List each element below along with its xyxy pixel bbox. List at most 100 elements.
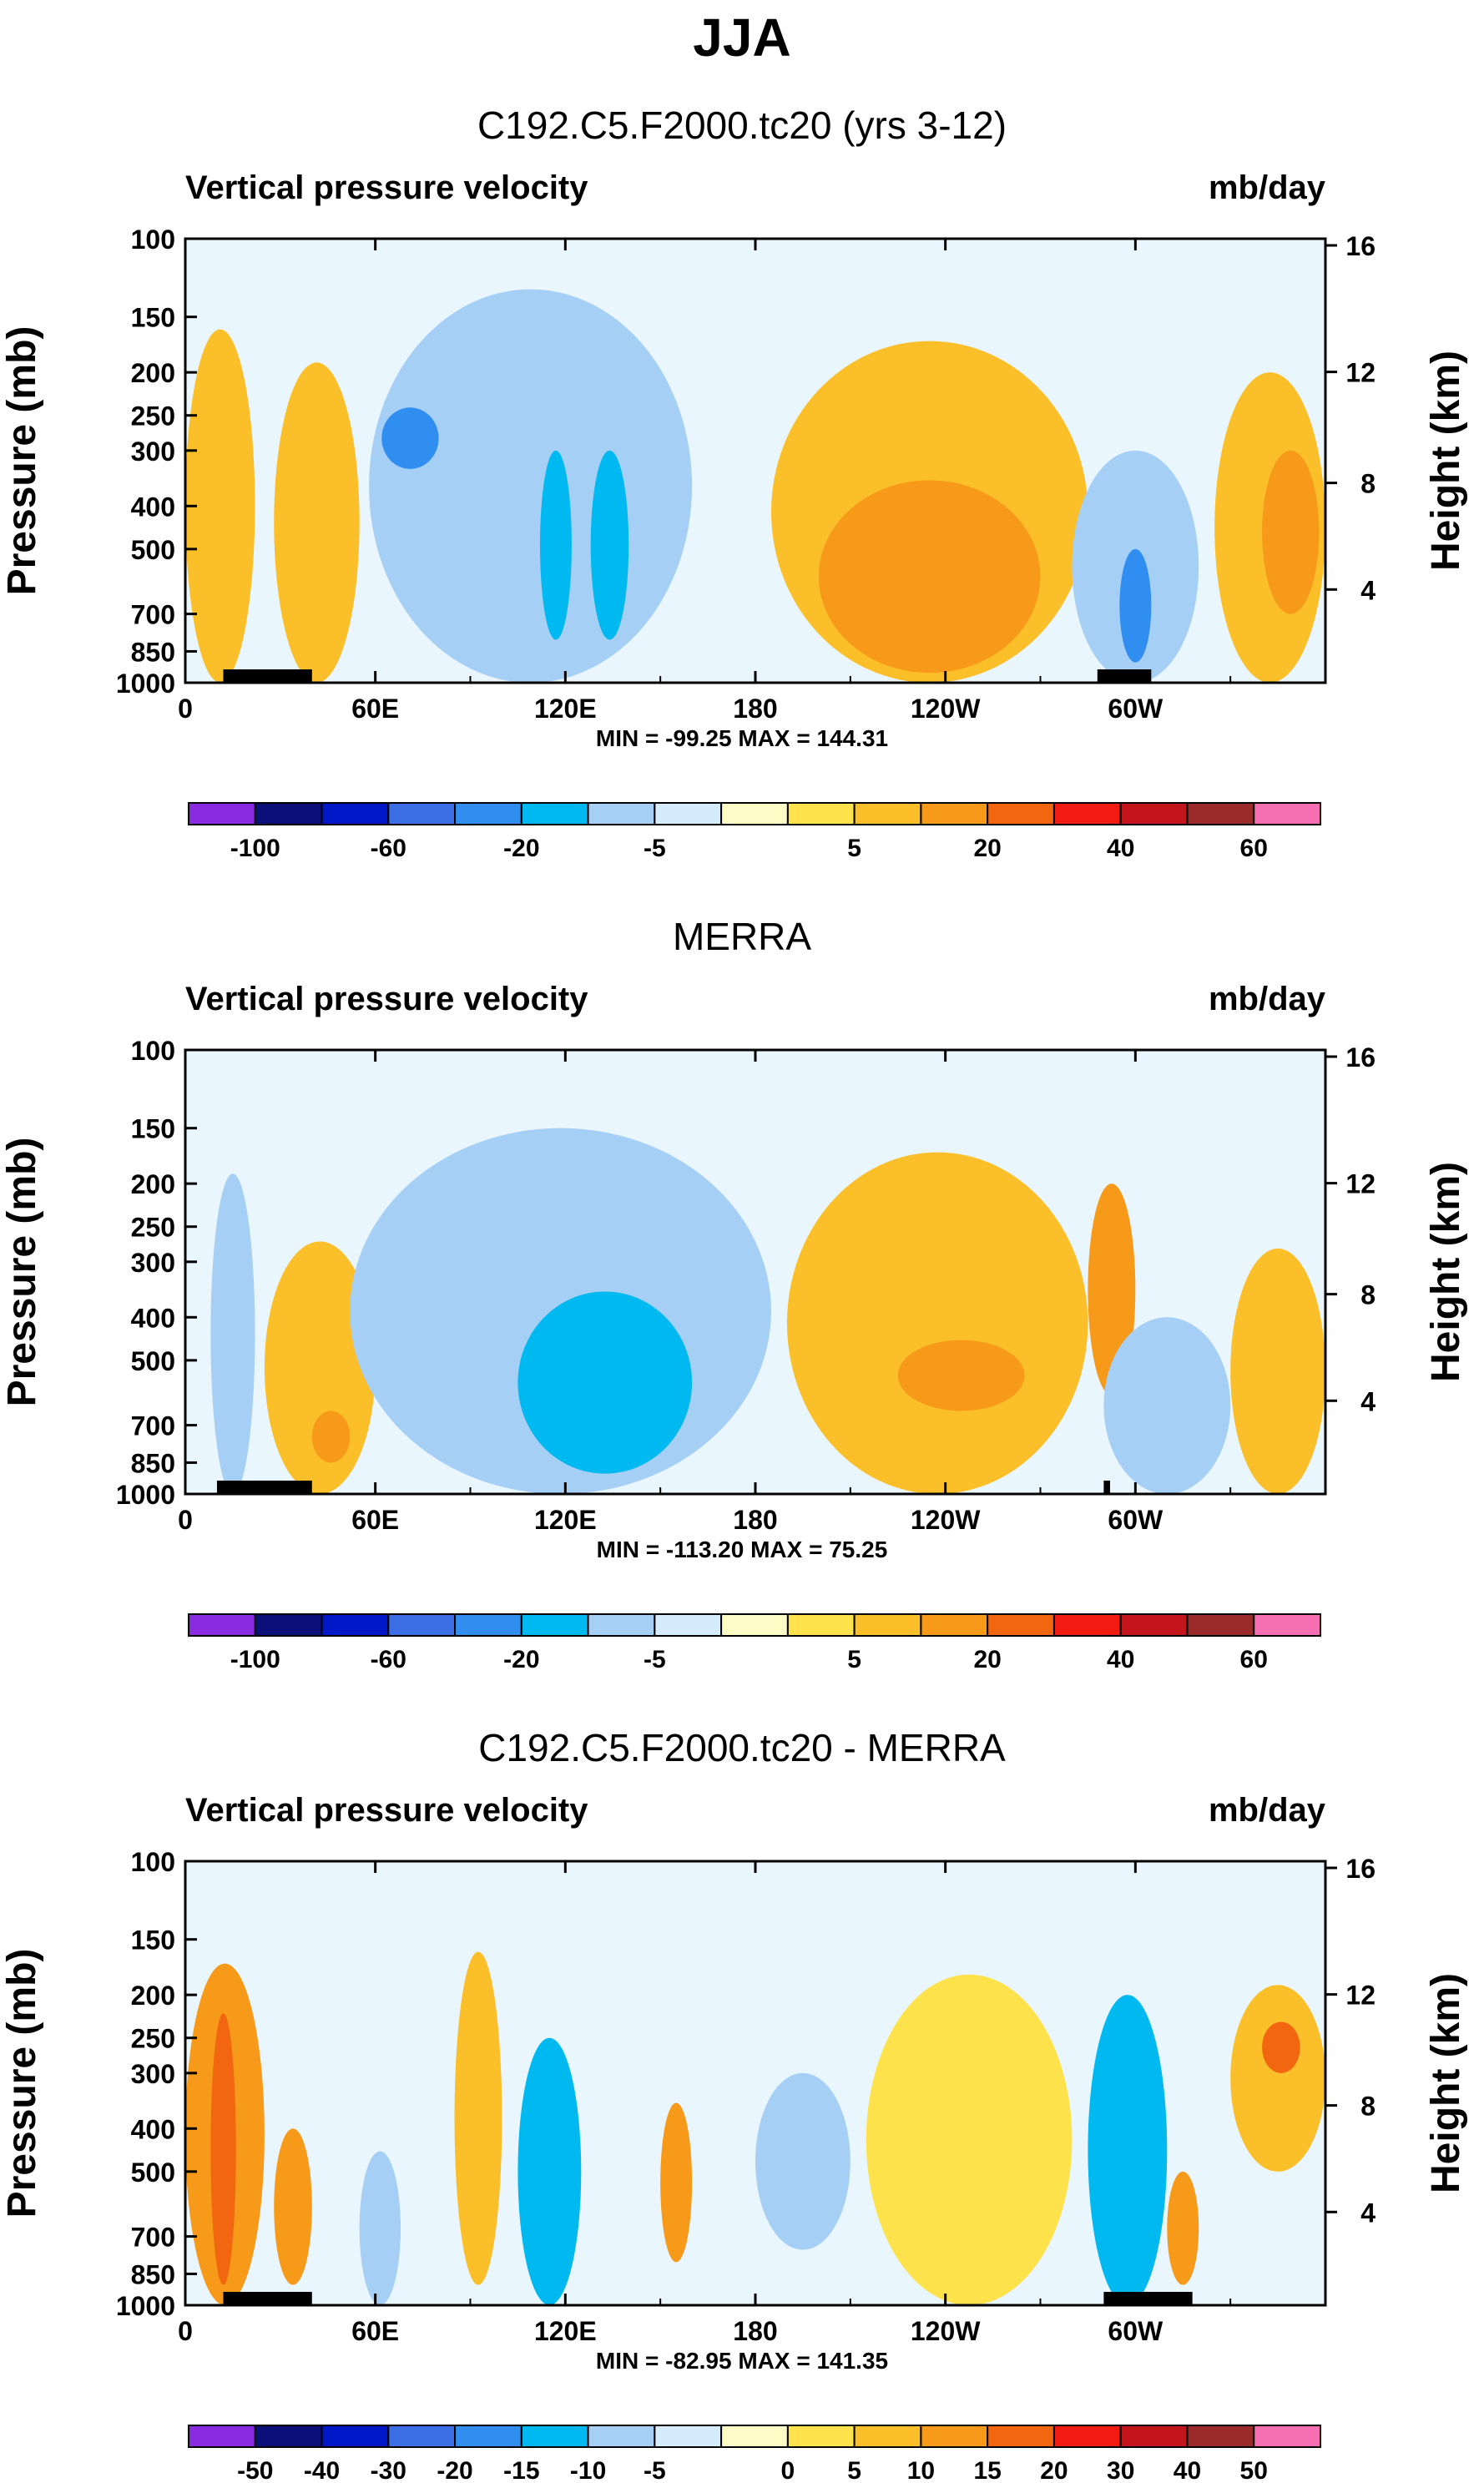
- colorbar-swatch: [853, 802, 922, 825]
- y-tick-label: 850: [131, 637, 175, 667]
- colorbar-label: -100: [230, 835, 280, 862]
- colorbar-label: -15: [503, 2457, 539, 2483]
- colorbar-swatch: [321, 802, 390, 825]
- y-tick-label: 700: [131, 600, 175, 630]
- min-max-label: MIN = -82.95 MAX = 141.35: [596, 2348, 888, 2374]
- x-tick-label: 60E: [351, 694, 399, 724]
- y-right-tick-label: 4: [1360, 1386, 1375, 1416]
- colorbar-label: 15: [973, 2457, 1001, 2483]
- x-tick-label: 60E: [351, 1505, 399, 1535]
- colorbar-swatch: [321, 2425, 390, 2448]
- colorbar-swatch: [587, 2425, 656, 2448]
- colorbar-label: -5: [644, 1646, 666, 1673]
- y-right-tick-label: 16: [1345, 231, 1375, 261]
- colorbar-label: -20: [437, 2457, 472, 2483]
- colorbar-swatch: [520, 1613, 589, 1637]
- y-tick-label: 500: [131, 1346, 175, 1376]
- colorbar-swatch: [1186, 1613, 1255, 1637]
- left-string: Vertical pressure velocity: [185, 169, 588, 206]
- x-tick-label: 120W: [911, 694, 981, 724]
- colorbar-swatch: [1052, 2425, 1122, 2448]
- colorbar-swatch: [254, 1613, 323, 1637]
- field-feature: [1262, 2021, 1300, 2073]
- y-right-axis-label: Height (km): [1424, 351, 1468, 571]
- y-right-axis-label: Height (km): [1424, 1162, 1468, 1382]
- field-feature: [185, 329, 255, 683]
- colorbar-label: 10: [907, 2457, 935, 2483]
- colorbar-swatch: [1119, 802, 1189, 825]
- y-tick-label: 150: [131, 1925, 175, 1956]
- colorbar-swatch: [387, 1613, 457, 1637]
- right-string: mb/day: [1209, 1792, 1326, 1829]
- field-feature: [539, 450, 572, 640]
- y-tick-label: 500: [131, 535, 175, 565]
- topography-mask: [1103, 2292, 1193, 2305]
- colorbar-label: 5: [847, 2457, 861, 2483]
- colorbar-label: -60: [371, 1646, 406, 1673]
- y-tick-label: 100: [131, 1036, 175, 1066]
- y-tick-label: 150: [131, 303, 175, 333]
- x-tick-label: 120W: [911, 2316, 981, 2346]
- y-right-tick-label: 8: [1360, 2092, 1375, 2122]
- panel-title: C192.C5.F2000.tc20 (yrs 3-12): [477, 103, 1007, 147]
- colorbar-swatch: [1052, 1613, 1122, 1637]
- colorbar-swatch: [454, 2425, 522, 2448]
- field-feature: [660, 2102, 693, 2263]
- y-tick-label: 850: [131, 1448, 175, 1478]
- colorbar-swatch: [1119, 1613, 1189, 1637]
- colorbar-swatch: [720, 1613, 789, 1637]
- y-right-axis-label: Height (km): [1424, 1973, 1468, 2193]
- y-axis-label: Pressure (mb): [0, 1138, 44, 1407]
- field-feature: [311, 1411, 351, 1463]
- field-feature: [1103, 1317, 1231, 1494]
- colorbar-swatch: [454, 1613, 522, 1637]
- field-feature: [818, 480, 1041, 674]
- y-tick-label: 400: [131, 2114, 175, 2144]
- colorbar-label: -20: [503, 835, 539, 862]
- colorbar-swatch: [853, 2425, 922, 2448]
- x-tick-label: 120E: [534, 1505, 597, 1535]
- y-tick-label: 700: [131, 2223, 175, 2253]
- field-feature: [359, 2151, 401, 2306]
- field-feature: [866, 1974, 1073, 2306]
- field-feature: [274, 362, 360, 683]
- y-right-tick-label: 4: [1360, 2198, 1375, 2228]
- colorbar-label: -100: [230, 1646, 280, 1673]
- colorbar-swatch: [587, 802, 656, 825]
- x-tick-label: 120E: [534, 2316, 597, 2346]
- colorbar-label: -5: [644, 2457, 666, 2483]
- colorbar-swatch: [188, 2425, 256, 2448]
- figure-title: JJA: [693, 8, 791, 68]
- colorbar-label: 20: [1040, 2457, 1068, 2483]
- field-feature: [1119, 548, 1152, 663]
- field-feature: [897, 1340, 1025, 1411]
- y-right-tick-label: 16: [1345, 1854, 1375, 1884]
- min-max-label: MIN = -99.25 MAX = 144.31: [596, 725, 888, 751]
- colorbar-label: -20: [503, 1646, 539, 1673]
- colorbar-swatch: [520, 2425, 589, 2448]
- x-tick-label: 120W: [911, 1505, 981, 1535]
- min-max-label: MIN = -113.20 MAX = 75.25: [597, 1537, 888, 1562]
- colorbar-swatch: [387, 802, 457, 825]
- y-tick-label: 100: [131, 225, 175, 255]
- y-right-tick-label: 12: [1345, 1981, 1375, 2011]
- x-tick-label: 0: [178, 1505, 193, 1535]
- field-feature: [590, 450, 629, 640]
- y-tick-label: 300: [131, 437, 175, 467]
- y-tick-label: 200: [131, 1169, 175, 1199]
- colorbar-swatch: [654, 2425, 723, 2448]
- topography-mask: [1103, 1481, 1110, 1494]
- field-feature: [1262, 450, 1320, 614]
- colorbar-label: -10: [570, 2457, 606, 2483]
- topography-mask: [1097, 669, 1152, 683]
- field-feature: [517, 2037, 582, 2305]
- colorbar-swatch: [188, 1613, 256, 1637]
- y-right-tick-label: 12: [1345, 1169, 1375, 1199]
- right-string: mb/day: [1209, 981, 1326, 1017]
- colorbar-label: 5: [847, 835, 861, 862]
- colorbar-swatch: [1253, 1613, 1322, 1637]
- colorbar-label: 50: [1240, 2457, 1268, 2483]
- field-feature: [210, 1173, 255, 1494]
- x-tick-label: 0: [178, 2316, 193, 2346]
